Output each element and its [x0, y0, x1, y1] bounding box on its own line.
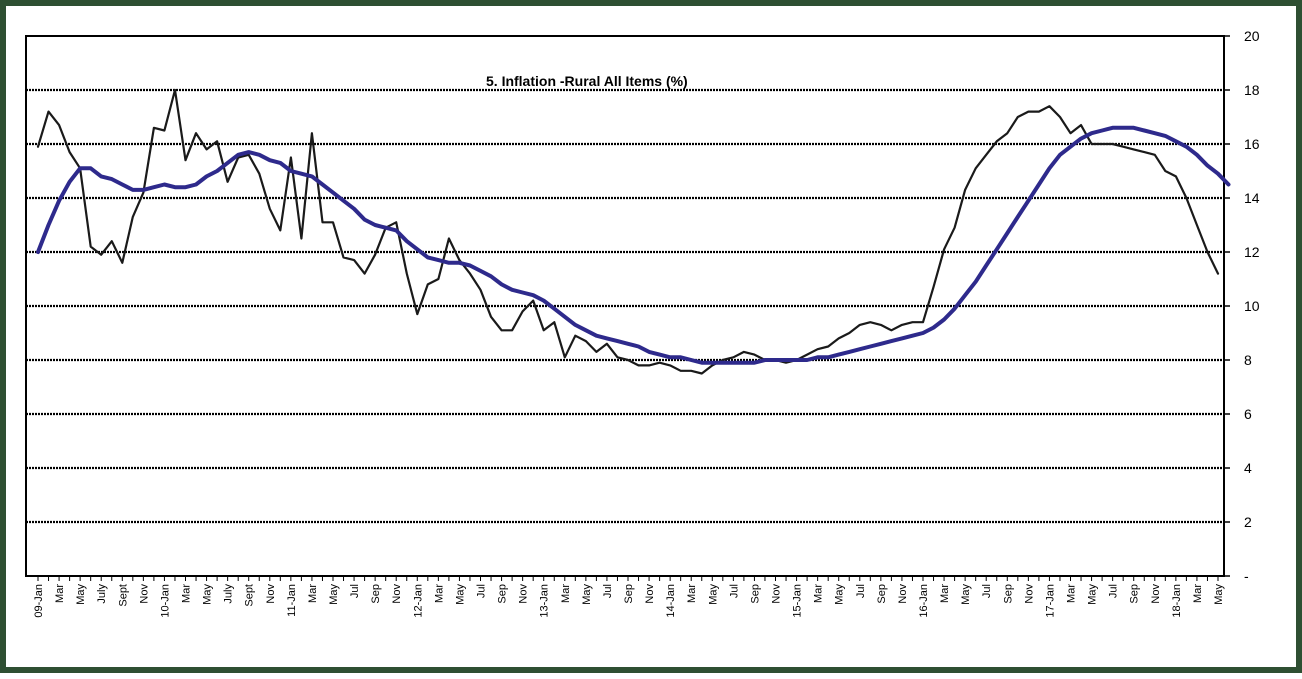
x-tick-label: July	[96, 584, 108, 604]
x-tick-label: Jul	[602, 584, 614, 598]
chart-title: 5. Inflation -Rural All Items (%)	[486, 73, 688, 89]
x-tick-label: Nov	[897, 584, 909, 604]
y-tick-label: 2	[1244, 514, 1252, 530]
x-tick-label: 10-Jan	[159, 584, 171, 618]
x-tick-label: 15-Jan	[792, 584, 804, 618]
x-tick-label: 18-Jan	[1171, 584, 1183, 618]
x-tick-label: May	[328, 584, 340, 605]
y-tick-label: 18	[1244, 82, 1260, 98]
x-tick-label: May	[1213, 584, 1225, 605]
x-tick-label: 12-Jan	[412, 584, 424, 618]
x-tick-label: 17-Jan	[1044, 584, 1056, 618]
y-tick-label: 14	[1244, 190, 1260, 206]
x-tick-label: 16-Jan	[918, 584, 930, 618]
x-tick-label: Mar	[686, 584, 698, 603]
y-tick-label: -	[1244, 568, 1249, 584]
x-tick-label: Mar	[939, 584, 951, 603]
x-tick-label: 09-Jan	[33, 584, 45, 618]
x-tick-label: Sep	[370, 584, 382, 604]
x-tick-label: Jul	[476, 584, 488, 598]
x-tick-label: Nov	[771, 584, 783, 604]
x-tick-label: May	[454, 584, 466, 605]
x-tick-label: May	[960, 584, 972, 605]
x-tick-label: Sept	[117, 584, 129, 607]
x-tick-label: Mar	[307, 584, 319, 603]
chart-svg: - 2 4 6 8 10 12 14 16 18 20 09-Jan Mar May July Sept No…	[25, 28, 1260, 618]
x-tick-label: 11-Jan	[286, 584, 298, 617]
x-axis-ticks: 09-Jan Mar May July Sept Nov 10-Jan Mar May July S…	[33, 576, 1225, 618]
y-tick-label: 4	[1244, 460, 1252, 476]
x-tick-label: Mar	[54, 584, 66, 603]
x-tick-label: July	[223, 584, 235, 604]
x-tick-label: Jul	[981, 584, 993, 598]
x-tick-label: Nov	[391, 584, 403, 604]
x-tick-label: Mar	[181, 584, 193, 603]
x-tick-label: 13-Jan	[539, 584, 551, 618]
x-tick-label: Mar	[813, 584, 825, 603]
y-tick-label: 20	[1244, 28, 1260, 44]
x-tick-label: Nov	[265, 584, 277, 604]
y-tick-label: 10	[1244, 298, 1260, 314]
x-tick-label: Jul	[728, 584, 740, 598]
x-tick-label: Sep	[1002, 584, 1014, 604]
y-tick-label: 12	[1244, 244, 1260, 260]
x-tick-label: Sep	[749, 584, 761, 604]
x-tick-label: Sep	[1129, 584, 1141, 604]
y-tick-label: 8	[1244, 352, 1252, 368]
x-tick-label: Sept	[244, 584, 256, 607]
series-lines	[36, 88, 1231, 375]
x-tick-label: Jul	[855, 584, 867, 598]
x-tick-label: Nov	[1023, 584, 1035, 604]
y-tick-label: 6	[1244, 406, 1252, 422]
x-tick-label: Mar	[433, 584, 445, 603]
x-tick-label: Mar	[1066, 584, 1078, 603]
series-line-1	[36, 88, 1220, 375]
x-tick-label: Mar	[560, 584, 572, 603]
x-tick-label: 14-Jan	[665, 584, 677, 618]
y-axis-ticks: - 2 4 6 8 10 12 14 16 18 20	[1224, 28, 1260, 584]
x-tick-label: Jul	[1108, 584, 1120, 598]
x-tick-label: May	[834, 584, 846, 605]
x-tick-label: Sep	[623, 584, 635, 604]
y-tick-label: 16	[1244, 136, 1260, 152]
x-tick-label: Nov	[1150, 584, 1162, 604]
x-tick-label: May	[75, 584, 87, 605]
gridlines	[26, 88, 1224, 524]
x-tick-label: Nov	[138, 584, 150, 604]
x-tick-label: Jul	[349, 584, 361, 598]
x-tick-label: Sep	[497, 584, 509, 604]
x-tick-label: May	[707, 584, 719, 605]
x-tick-label: May	[581, 584, 593, 605]
x-tick-label: Nov	[518, 584, 530, 604]
x-tick-label: May	[1087, 584, 1099, 605]
series-line-2	[36, 125, 1231, 365]
x-tick-label: Nov	[644, 584, 656, 604]
x-tick-label: Mar	[1192, 584, 1204, 603]
x-tick-label: May	[202, 584, 214, 605]
x-tick-label: Sep	[876, 584, 888, 604]
